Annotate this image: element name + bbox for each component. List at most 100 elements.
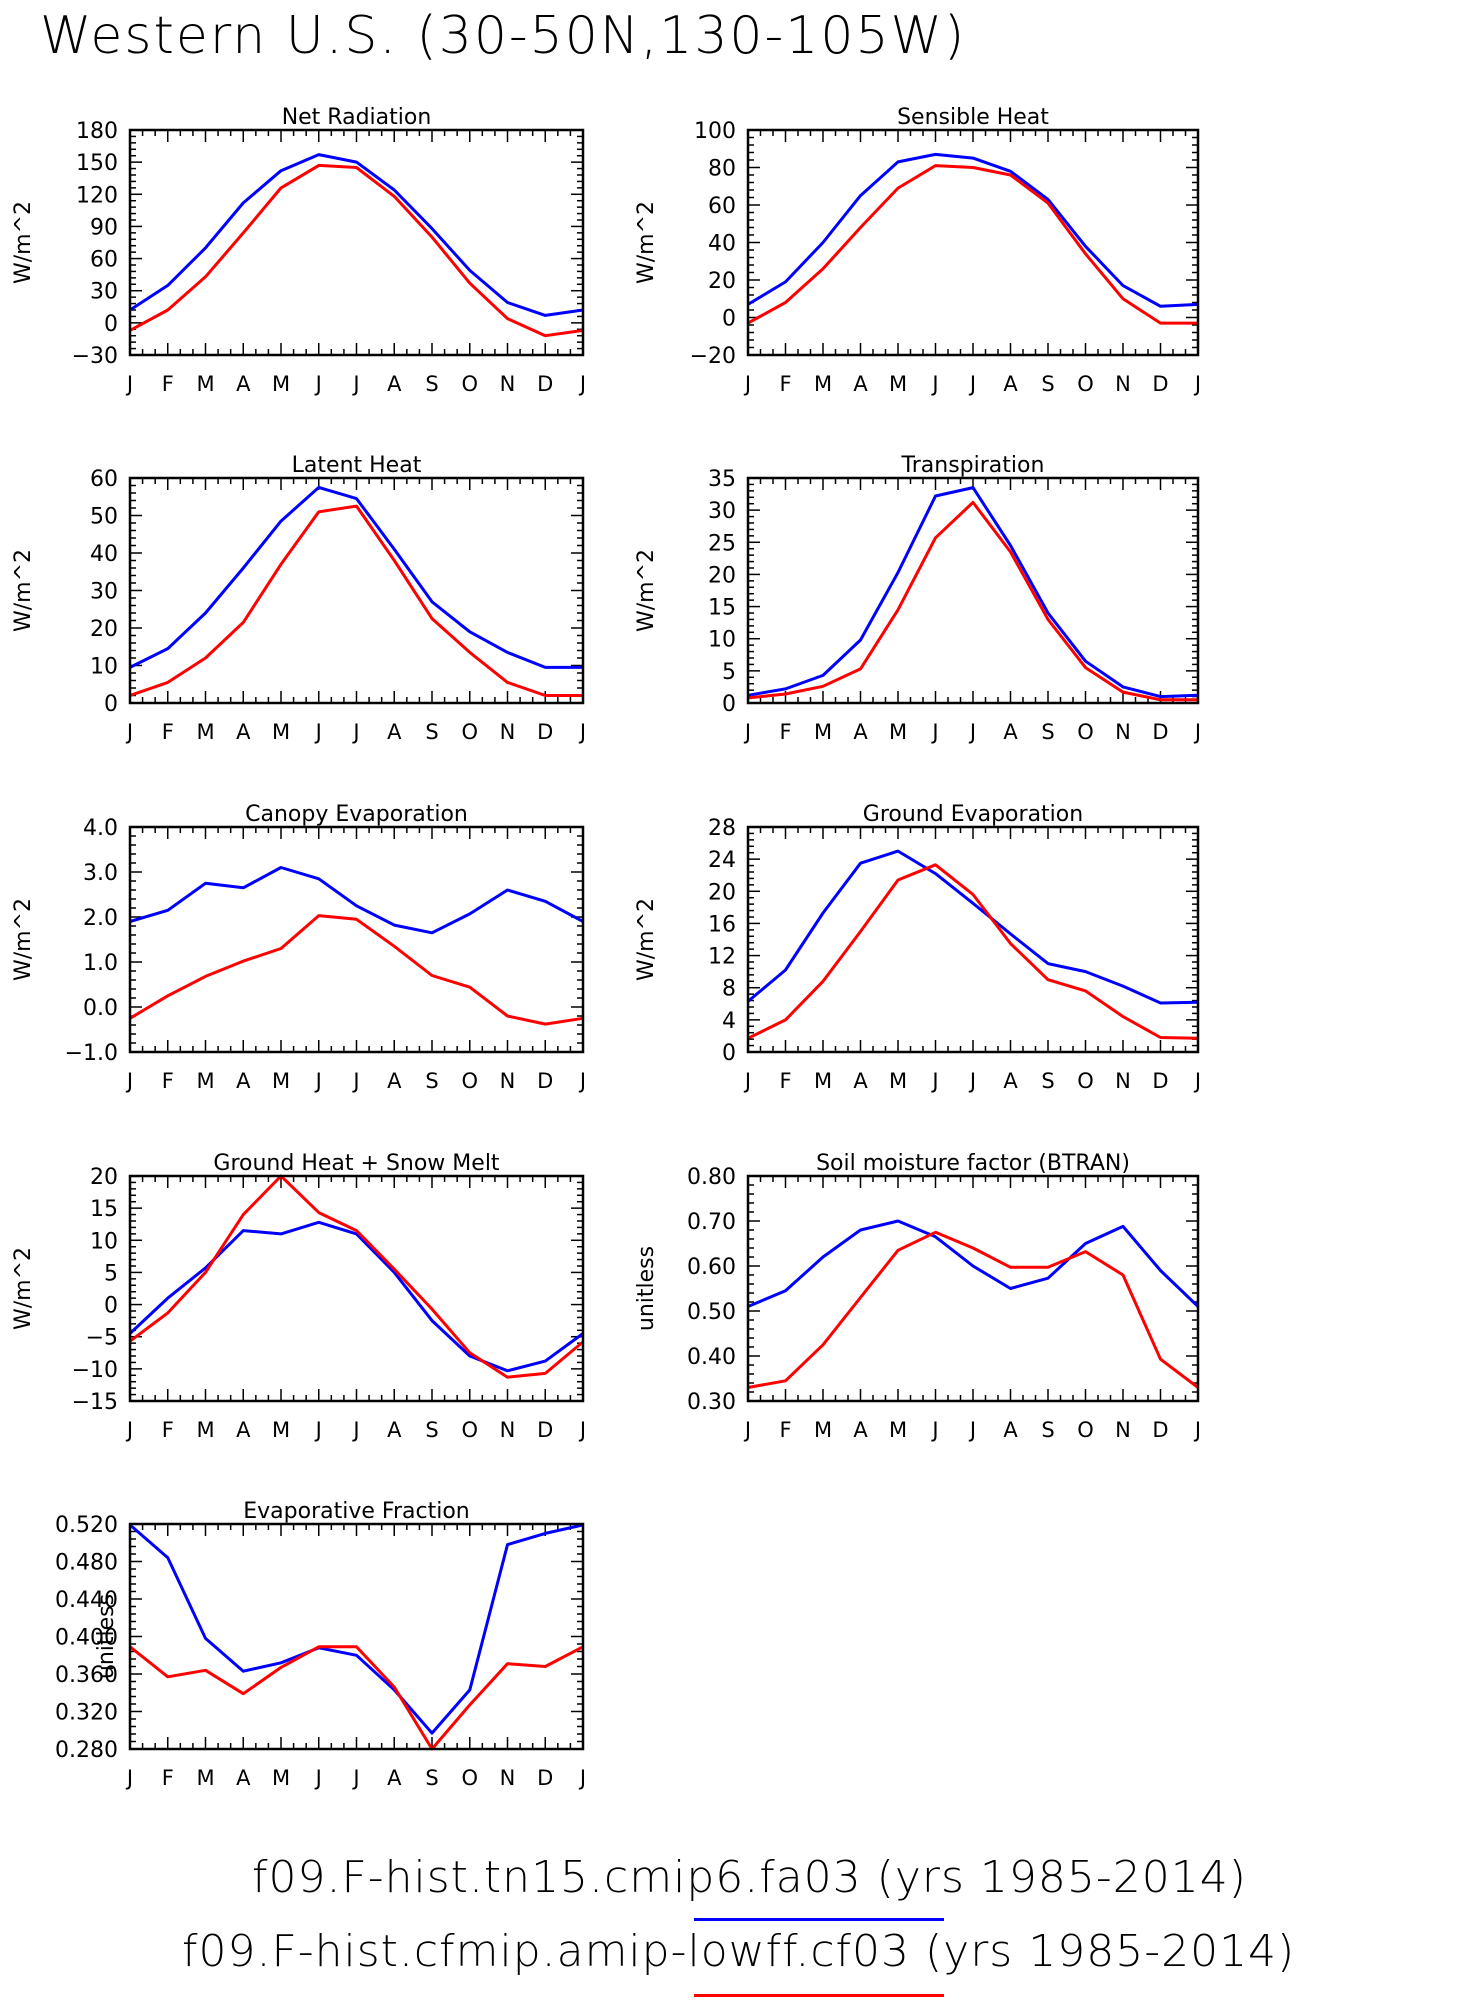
- y-tick-label: 180: [76, 119, 118, 144]
- x-tick-label: A: [853, 720, 868, 744]
- x-tick-label: O: [461, 372, 478, 396]
- x-tick-label: M: [272, 720, 290, 744]
- series-line-blue: [747, 1219, 1200, 1308]
- x-tick-label: A: [236, 1069, 251, 1093]
- chart-title: Canopy Evaporation: [245, 802, 468, 827]
- x-tick-label: M: [889, 1069, 907, 1093]
- y-tick-label: 0: [104, 312, 118, 337]
- x-tick-label: J: [351, 372, 359, 396]
- x-tick-label: J: [968, 1418, 976, 1442]
- x-tick-label: F: [779, 1069, 791, 1093]
- y-tick-label: 10: [90, 655, 118, 680]
- x-tick-label: M: [196, 372, 214, 396]
- x-tick-label: A: [1003, 1069, 1018, 1093]
- x-tick-label: J: [125, 1418, 133, 1442]
- x-tick-label: F: [162, 1069, 174, 1093]
- x-tick-label: F: [162, 372, 174, 396]
- chart-title: Evaporative Fraction: [243, 1499, 469, 1524]
- series-line-red: [129, 163, 584, 338]
- x-tick-label: J: [314, 1418, 322, 1442]
- plot-frame: [128, 1522, 585, 1751]
- y-tick-label: 0.280: [55, 1738, 118, 1763]
- y-tick-label: 20: [90, 617, 118, 642]
- y-tick-label: 0.80: [687, 1165, 736, 1190]
- plot-frame: [746, 1174, 1200, 1403]
- x-tick-label: S: [425, 372, 438, 396]
- x-tick-label: J: [125, 1766, 133, 1790]
- x-tick-label: A: [387, 1766, 402, 1790]
- y-axis-label: W/m^2: [634, 898, 659, 981]
- x-tick-label: S: [425, 1766, 438, 1790]
- x-tick-label: M: [196, 1766, 214, 1790]
- x-tick-label: M: [814, 1069, 832, 1093]
- x-tick-label: J: [351, 1766, 359, 1790]
- x-tick-label: A: [387, 1418, 402, 1442]
- y-tick-label: −30: [72, 344, 118, 369]
- x-tick-label: N: [500, 1766, 516, 1790]
- y-tick-label: 12: [708, 945, 736, 970]
- x-tick-label: F: [779, 720, 791, 744]
- x-tick-label: S: [425, 1069, 438, 1093]
- x-tick-label: A: [387, 372, 402, 396]
- x-tick-label: O: [461, 720, 478, 744]
- x-tick-label: M: [814, 1418, 832, 1442]
- y-axis-label: W/m^2: [11, 201, 36, 284]
- chart-title: Ground Evaporation: [863, 802, 1083, 827]
- y-tick-label: 0.440: [55, 1588, 118, 1613]
- x-tick-label: D: [537, 372, 553, 396]
- x-tick-label: J: [125, 1069, 133, 1093]
- x-tick-label: M: [272, 1418, 290, 1442]
- x-tick-label: A: [236, 1766, 251, 1790]
- y-tick-label: 0: [104, 1294, 118, 1319]
- chart-soil-moisture-factor-btran: Soil moisture factor (BTRAN) unitless 0.30…: [634, 1151, 1201, 1442]
- x-tick-label: O: [1077, 720, 1094, 744]
- x-tick-label: S: [1041, 1418, 1054, 1442]
- y-tick-label: 0.50: [687, 1300, 736, 1325]
- series-line-blue: [129, 866, 584, 935]
- y-tick-label: 0.70: [687, 1210, 736, 1235]
- x-tick-label: A: [853, 1418, 868, 1442]
- x-tick-label: S: [1041, 372, 1054, 396]
- series-line-blue: [128, 1220, 584, 1373]
- legend-entry-1-label: f09.F-hist.tn15.cmip6.fa03 (yrs 1985-201…: [252, 1852, 1247, 1903]
- chart-title: Sensible Heat: [897, 105, 1049, 130]
- x-tick-label: S: [1041, 720, 1054, 744]
- legend-entry-1-line: [694, 1918, 944, 1921]
- x-tick-label: F: [162, 1418, 174, 1442]
- y-tick-label: 60: [708, 194, 736, 219]
- x-tick-label: M: [196, 1418, 214, 1442]
- x-tick-label: M: [889, 720, 907, 744]
- page-title: Western U.S. (30-50N,130-105W): [40, 6, 967, 66]
- legend-entry-2-line: [694, 1994, 944, 1997]
- y-tick-label: 1.0: [83, 951, 118, 976]
- x-tick-label: N: [1115, 1418, 1131, 1442]
- y-tick-label: 120: [76, 183, 118, 208]
- x-tick-label: M: [814, 720, 832, 744]
- series-line-red: [747, 500, 1198, 702]
- x-tick-label: S: [1041, 1069, 1054, 1093]
- x-tick-label: F: [162, 720, 174, 744]
- y-axis-label: W/m^2: [634, 201, 659, 284]
- y-tick-label: 0.60: [687, 1255, 736, 1280]
- chart-evaporative-fraction: Evaporative Fraction unitless 0.280 0.320 0.…: [55, 1499, 586, 1790]
- x-tick-label: J: [351, 720, 359, 744]
- y-tick-label: 4.0: [83, 816, 118, 841]
- chart-title: Transpiration: [901, 453, 1045, 478]
- x-tick-label: J: [578, 1766, 586, 1790]
- series-line-blue: [129, 485, 583, 669]
- x-tick-label: O: [1077, 1069, 1094, 1093]
- y-tick-label: 150: [76, 151, 118, 176]
- series-line-red: [129, 504, 583, 697]
- x-tick-label: A: [236, 372, 251, 396]
- x-tick-label: F: [779, 1418, 791, 1442]
- x-tick-label: A: [853, 372, 868, 396]
- series-line-red: [747, 1230, 1199, 1389]
- y-tick-label: 24: [708, 848, 736, 873]
- y-tick-label: 30: [90, 280, 118, 305]
- plot-frame: [128, 1174, 585, 1403]
- x-tick-label: A: [1003, 372, 1018, 396]
- y-axis-label: unitless: [94, 1594, 119, 1679]
- y-tick-label: 0: [722, 307, 736, 332]
- y-tick-label: 0.400: [55, 1626, 118, 1651]
